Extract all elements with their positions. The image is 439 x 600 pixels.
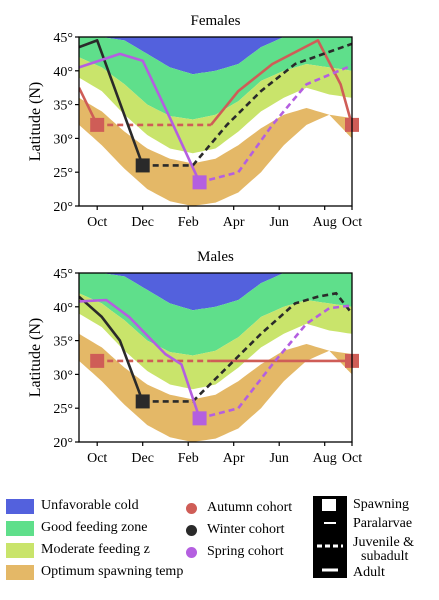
- x-tick-label: Feb: [178, 215, 199, 230]
- y-tick-label: 35°: [53, 335, 73, 350]
- x-tick-label: Oct: [87, 215, 107, 230]
- line-style-glyphs: [317, 499, 343, 572]
- x-tick-label: Oct: [342, 215, 362, 230]
- x-tick-label: Dec: [131, 215, 154, 230]
- winter-adult-line: [79, 295, 144, 402]
- figure: 20° 25° 30° 35° 40° 45° Oct Dec Feb Apr Jun Aug Oct F…: [27, 13, 362, 466]
- legend-dot-autumn: [186, 502, 197, 514]
- y-tick-label: 45°: [53, 267, 73, 282]
- y-tick-label: 45°: [53, 31, 73, 46]
- plot-area: [79, 37, 352, 206]
- x-tick-label: Oct: [87, 451, 107, 466]
- key-paralarvae: Paralarvae: [353, 516, 413, 531]
- legend: Unfavorable cold Good feeding zone Moder…: [0, 492, 439, 600]
- spring-spawning-marker: [192, 411, 207, 426]
- spring-adult-line: [79, 52, 201, 183]
- plot-frame: [78, 272, 353, 443]
- spawning-square-icon: [322, 499, 336, 511]
- legend-item-spring: Spring cohort: [186, 542, 284, 562]
- key-juvenile-1: Juvenile &: [353, 535, 415, 550]
- winter-juvenile-line: [142, 42, 352, 167]
- x-tick-label: Dec: [131, 451, 154, 466]
- winter-spawning-marker: [135, 158, 150, 173]
- y-axis-label: Latitude (N): [27, 82, 44, 162]
- spring-juvenile-line: [199, 304, 352, 420]
- y-tick-label: 20°: [53, 436, 73, 451]
- x-tick-label: Apr: [223, 451, 245, 466]
- legend-swatch-optimum: [6, 564, 34, 580]
- y-tick-label: 25°: [53, 166, 73, 181]
- legend-label: Unfavorable cold: [41, 498, 139, 513]
- y-tick-label: 30°: [53, 132, 73, 147]
- legend-item-winter: Winter cohort: [186, 520, 285, 540]
- zone-optimum-spawning: [79, 97, 352, 206]
- line-style-key: [313, 496, 347, 578]
- chart-title: Females: [191, 13, 241, 29]
- legend-label: Autumn cohort: [207, 500, 293, 515]
- x-tick-label: Jun: [269, 451, 288, 466]
- zone-moderate-feeding: [79, 57, 352, 154]
- x-tick-label: Apr: [223, 215, 245, 230]
- autumn-spawning-marker: [90, 117, 105, 132]
- legend-label: Good feeding zone: [41, 520, 148, 535]
- legend-swatch-unfavorable: [6, 498, 34, 514]
- zone-unfavorable-cold: [79, 273, 352, 311]
- legend-dot-spring: [186, 546, 197, 558]
- key-juvenile-2: subadult: [361, 549, 409, 564]
- legend-swatch-good: [6, 520, 34, 536]
- winter-spawning-marker: [135, 394, 150, 409]
- zone-moderate-feeding: [79, 293, 352, 390]
- spring-spawning-marker: [192, 175, 207, 190]
- key-adult: Adult: [353, 565, 385, 580]
- legend-swatch-moderate: [6, 542, 34, 558]
- y-tick-label: 40°: [53, 65, 73, 80]
- winter-juvenile-line: [142, 291, 352, 403]
- legend-label: Moderate feeding z: [41, 542, 150, 557]
- y-axis-label: Latitude (N): [27, 318, 44, 398]
- zone-unfavorable-cold: [79, 37, 352, 75]
- legend-item-unfavorable: Unfavorable cold: [6, 496, 139, 516]
- x-tick-label: Aug: [313, 451, 337, 466]
- legend-item-optimum: Optimum spawning temp: [6, 562, 183, 582]
- y-tick-label: 30°: [53, 368, 73, 383]
- legend-item-moderate: Moderate feeding z: [6, 540, 150, 560]
- plot-frame: [78, 36, 353, 207]
- chart-panel-females: 20° 25° 30° 35° 40° 45° Oct Dec Feb Apr Jun Aug Oct F…: [27, 13, 362, 230]
- legend-label: Winter cohort: [207, 522, 285, 537]
- y-tick-label: 35°: [53, 99, 73, 114]
- legend-dot-winter: [186, 524, 197, 536]
- winter-adult-line: [79, 39, 144, 166]
- plot-area: [79, 273, 352, 442]
- spring-adult-line: [79, 298, 201, 419]
- chart-title: Males: [197, 249, 234, 265]
- autumn-spawning-marker: [90, 353, 105, 368]
- autumn-adult-return-line: [209, 39, 352, 126]
- x-tick-label: Jun: [269, 215, 288, 230]
- legend-label: Optimum spawning temp: [41, 564, 184, 579]
- x-tick-label: Aug: [313, 215, 337, 230]
- legend-label: Spring cohort: [207, 544, 284, 559]
- legend-item-good: Good feeding zone: [6, 518, 148, 538]
- y-tick-label: 40°: [53, 301, 73, 316]
- x-tick-label: Feb: [178, 451, 199, 466]
- key-spawning: Spawning: [353, 497, 409, 512]
- chart-panel-males: 20° 25° 30° 35° 40° 45° Oct Dec Feb Apr Jun Aug Oct M…: [27, 249, 362, 466]
- x-tick-label: Oct: [342, 451, 362, 466]
- y-tick-label: 25°: [53, 402, 73, 417]
- legend-item-autumn: Autumn cohort: [186, 498, 292, 518]
- y-tick-label: 20°: [53, 200, 73, 215]
